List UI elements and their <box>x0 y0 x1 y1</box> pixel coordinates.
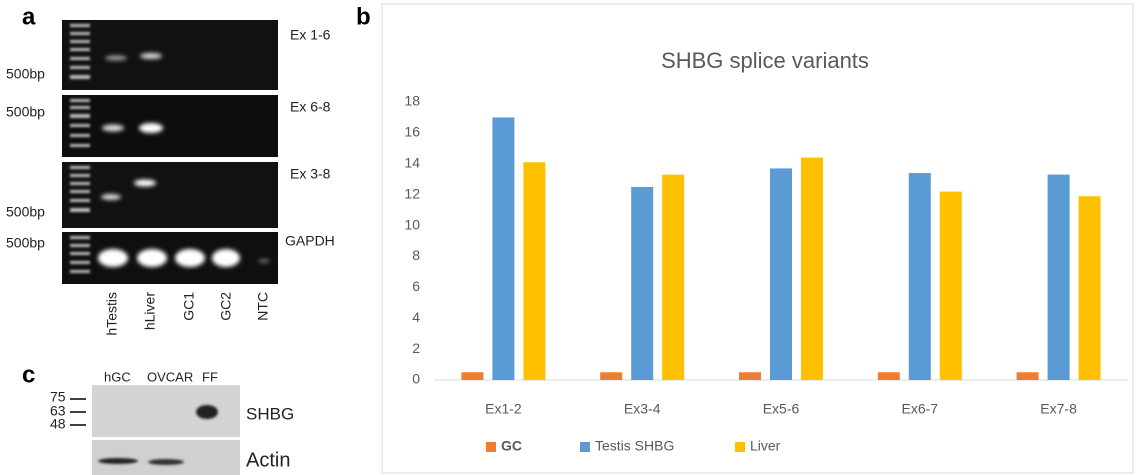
gel <box>62 162 278 228</box>
size-marker: 500bp <box>6 204 45 220</box>
x-tick-label: Ex6-7 <box>902 401 939 417</box>
panel-label: b <box>356 3 371 30</box>
bar <box>461 372 483 380</box>
gel-images <box>62 20 278 284</box>
gel-label: Ex 3-8 <box>290 166 331 182</box>
bar <box>600 372 622 380</box>
y-tick-label: 18 <box>404 93 420 109</box>
bar <box>662 175 684 380</box>
size-marker: 500bp <box>6 104 45 120</box>
kda-marker: 48 <box>50 416 66 432</box>
x-tick-label: Ex1-2 <box>485 401 522 417</box>
legend-label: Testis SHBG <box>595 438 674 454</box>
gel <box>62 232 278 284</box>
legend-swatch <box>580 442 590 452</box>
y-tick-label: 14 <box>404 154 420 170</box>
western-blot <box>70 385 240 475</box>
bar <box>878 372 900 380</box>
y-tick-label: 0 <box>412 371 420 387</box>
bar <box>801 158 823 380</box>
y-tick-label: 10 <box>404 216 420 232</box>
lane-label: GC1 <box>181 292 197 321</box>
legend-label: Liver <box>750 438 781 454</box>
bar <box>1017 372 1039 380</box>
size-marker: 500bp <box>6 66 45 82</box>
gel <box>62 20 278 90</box>
panel-label: a <box>22 3 36 30</box>
figure: a b c Ex 1-6 500bp Ex 6-8 500bp Ex 3-8 500bp G… <box>0 0 1137 475</box>
bar <box>909 173 931 380</box>
panel-label: c <box>22 361 35 388</box>
lane-label: hGC <box>104 369 131 384</box>
y-tick-label: 16 <box>404 124 420 140</box>
x-tick-label: Ex5-6 <box>763 401 800 417</box>
lane-label: NTC <box>255 292 271 321</box>
gel-label: Ex 6-8 <box>290 99 331 115</box>
y-tick-label: 4 <box>412 309 420 325</box>
bar <box>492 117 514 380</box>
gel-label: Ex 1-6 <box>290 27 331 43</box>
lane-label: OVCAR <box>147 369 193 384</box>
bar <box>523 162 545 380</box>
blot-label: Actin <box>246 449 290 471</box>
y-tick-label: 2 <box>412 340 420 356</box>
bar <box>631 187 653 380</box>
bar <box>940 192 962 380</box>
bar <box>1079 196 1101 380</box>
bar <box>739 372 761 380</box>
bar <box>1048 175 1070 380</box>
chart-title: SHBG splice variants <box>661 48 869 73</box>
x-tick-label: Ex7-8 <box>1040 401 1077 417</box>
legend-label: GC <box>501 438 522 454</box>
legend-swatch <box>735 442 745 452</box>
y-tick-label: 12 <box>404 185 420 201</box>
size-marker: 500bp <box>6 235 45 251</box>
lane-label: GC2 <box>218 292 234 321</box>
blot-label: SHBG <box>246 404 294 423</box>
gel <box>62 95 278 157</box>
lane-label: hLiver <box>142 292 158 330</box>
lane-label: hTestis <box>104 292 120 336</box>
bar <box>770 168 792 380</box>
legend-swatch <box>486 442 496 452</box>
lane-label: FF <box>202 369 218 384</box>
x-tick-label: Ex3-4 <box>624 401 661 417</box>
y-tick-label: 8 <box>412 247 420 263</box>
y-tick-label: 6 <box>412 278 420 294</box>
gel-label: GAPDH <box>285 233 335 249</box>
